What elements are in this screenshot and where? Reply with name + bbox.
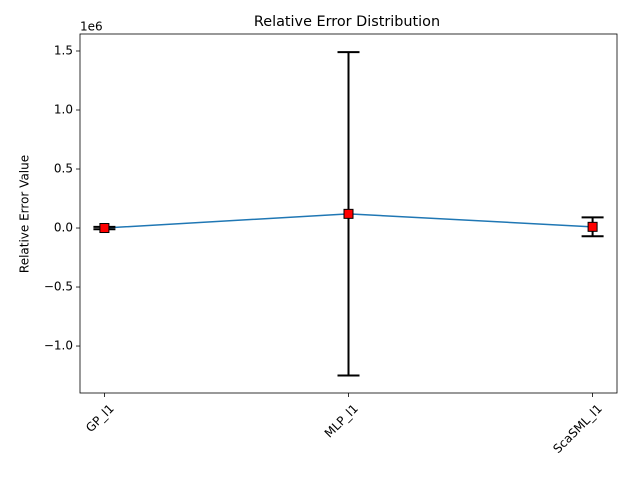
y-axis-label: Relative Error Value xyxy=(18,155,32,273)
y-tick-label: 1.5 xyxy=(54,43,73,57)
x-tick-label: ScaSML_l1 xyxy=(550,401,605,456)
y-tick-label: −0.5 xyxy=(44,280,73,294)
axes-frame xyxy=(79,33,618,394)
y-tick-label: −1.0 xyxy=(44,339,73,353)
y-tick-label: 1.0 xyxy=(54,103,73,117)
marker xyxy=(587,221,598,232)
chart-title: Relative Error Distribution xyxy=(254,14,440,30)
marker xyxy=(99,223,110,234)
x-tick-label: GP_l1 xyxy=(83,401,117,435)
x-tick-label: MLP_l1 xyxy=(322,401,361,440)
y-tick-label: 0.0 xyxy=(54,221,73,235)
marker xyxy=(343,208,354,219)
y-tick-label: 0.5 xyxy=(54,162,73,176)
y-offset-text: 1e6 xyxy=(80,20,103,34)
